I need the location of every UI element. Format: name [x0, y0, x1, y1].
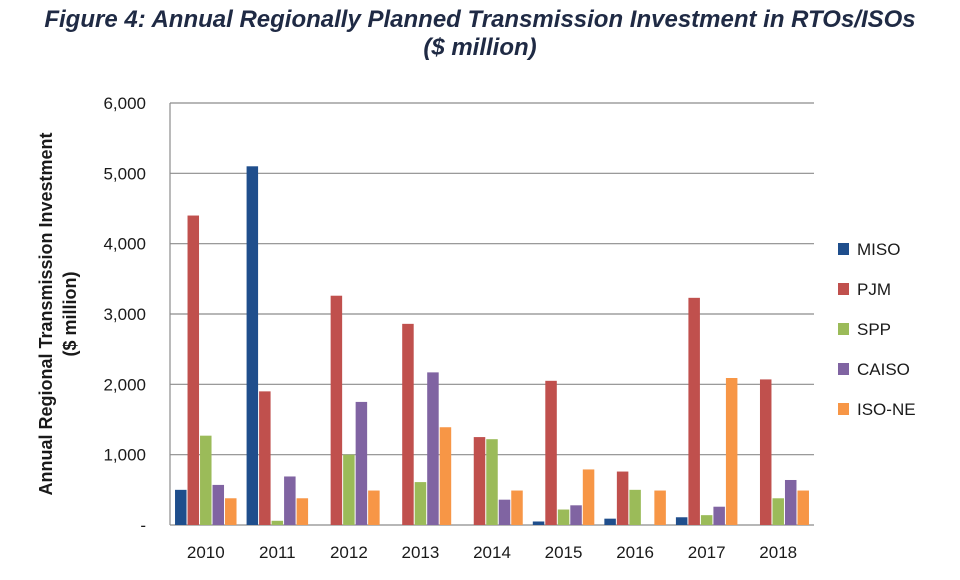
legend-label-pjm: PJM [857, 280, 891, 299]
bar-spp-2012 [343, 454, 355, 525]
bar-miso-2016 [604, 518, 616, 525]
bar-pjm-2011 [259, 391, 271, 525]
y-tick-label: 2,000 [103, 375, 146, 394]
bar-iso-ne-2011 [296, 498, 309, 525]
x-tick-label: 2013 [402, 543, 440, 562]
bar-iso-ne-2018 [797, 490, 809, 525]
bar-iso-ne-2016 [654, 490, 666, 525]
bar-miso-2011 [246, 166, 259, 526]
bar-spp-2016 [629, 489, 641, 525]
bar-caiso-2011 [284, 476, 296, 525]
legend-swatch-miso [838, 243, 849, 255]
bar-iso-ne-2014 [511, 490, 523, 525]
legend-label-caiso: CAISO [857, 360, 910, 379]
bar-spp-2010 [200, 435, 212, 525]
bar-pjm-2016 [616, 471, 629, 525]
bar-caiso-2010 [212, 484, 225, 525]
y-tick-label: 6,000 [103, 94, 146, 113]
y-axis-label-line1: Annual Regional Transmission Investment [36, 132, 56, 495]
bar-miso-2015 [532, 521, 545, 525]
x-axis-ticks: 2010 2011 2012 2013 2014 2015 2016 2017 2018 [187, 543, 797, 562]
legend-swatch-iso-ne [838, 403, 849, 415]
y-tick-label: 4,000 [103, 235, 146, 254]
bar-iso-ne-2010 [225, 498, 237, 525]
bar-spp-2011 [271, 520, 284, 525]
x-tick-label: 2010 [187, 543, 225, 562]
x-tick-label: 2016 [616, 543, 654, 562]
y-tick-label: 1,000 [103, 446, 146, 465]
x-tick-label: 2012 [330, 543, 368, 562]
bar-pjm-2010 [187, 215, 200, 526]
bar-iso-ne-2012 [368, 490, 380, 525]
y-axis-ticks: - 1,000 2,000 3,000 4,000 5,000 6,000 [103, 94, 146, 535]
legend-swatch-spp [838, 323, 849, 335]
bar-miso-2010 [175, 489, 187, 525]
x-tick-label: 2018 [759, 543, 797, 562]
bar-iso-ne-2017 [725, 378, 738, 525]
x-tick-label: 2017 [688, 543, 726, 562]
bar-spp-2015 [557, 509, 570, 525]
bar-pjm-2013 [402, 323, 414, 525]
x-tick-label: 2011 [259, 543, 296, 562]
bar-caiso-2017 [713, 506, 725, 525]
chart-title: Figure 4: Annual Regionally Planned Tran… [0, 6, 960, 62]
legend-swatch-caiso [838, 363, 849, 375]
bar-caiso-2012 [355, 401, 368, 525]
bar-pjm-2012 [330, 295, 343, 525]
y-tick-label: 5,000 [103, 164, 146, 183]
bar-caiso-2015 [570, 505, 582, 525]
bar-spp-2013 [414, 482, 427, 525]
bar-pjm-2017 [688, 297, 700, 525]
bar-iso-ne-2013 [439, 427, 452, 525]
y-tick-label: - [140, 516, 146, 535]
chart-title-line2: ($ million) [423, 34, 537, 61]
legend-swatch-pjm [838, 283, 849, 295]
bar-iso-ne-2015 [582, 469, 595, 525]
y-axis-label-line2: ($ million) [60, 271, 80, 356]
bar-pjm-2014 [473, 437, 486, 525]
legend: MISO PJM SPP CAISO ISO-NE [838, 240, 916, 419]
legend-label-spp: SPP [857, 320, 891, 339]
y-tick-label: 3,000 [103, 305, 146, 324]
bar-caiso-2018 [784, 479, 797, 525]
bar-spp-2017 [700, 515, 713, 525]
legend-label-miso: MISO [857, 240, 900, 259]
bar-pjm-2015 [545, 380, 557, 525]
bars [175, 166, 809, 526]
bar-caiso-2013 [427, 372, 439, 525]
bar-spp-2018 [772, 498, 784, 525]
x-tick-label: 2014 [473, 543, 511, 562]
chart-title-line1: Figure 4: Annual Regionally Planned Tran… [44, 6, 916, 33]
bar-caiso-2014 [498, 499, 511, 525]
bar-miso-2017 [675, 517, 688, 525]
bar-spp-2014 [486, 439, 498, 525]
bar-pjm-2018 [759, 379, 772, 525]
legend-label-iso-ne: ISO-NE [857, 400, 916, 419]
x-tick-label: 2015 [545, 543, 583, 562]
